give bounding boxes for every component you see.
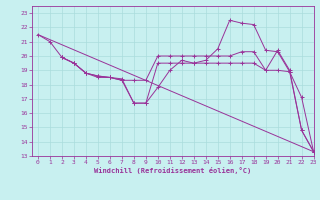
X-axis label: Windchill (Refroidissement éolien,°C): Windchill (Refroidissement éolien,°C) xyxy=(94,167,252,174)
